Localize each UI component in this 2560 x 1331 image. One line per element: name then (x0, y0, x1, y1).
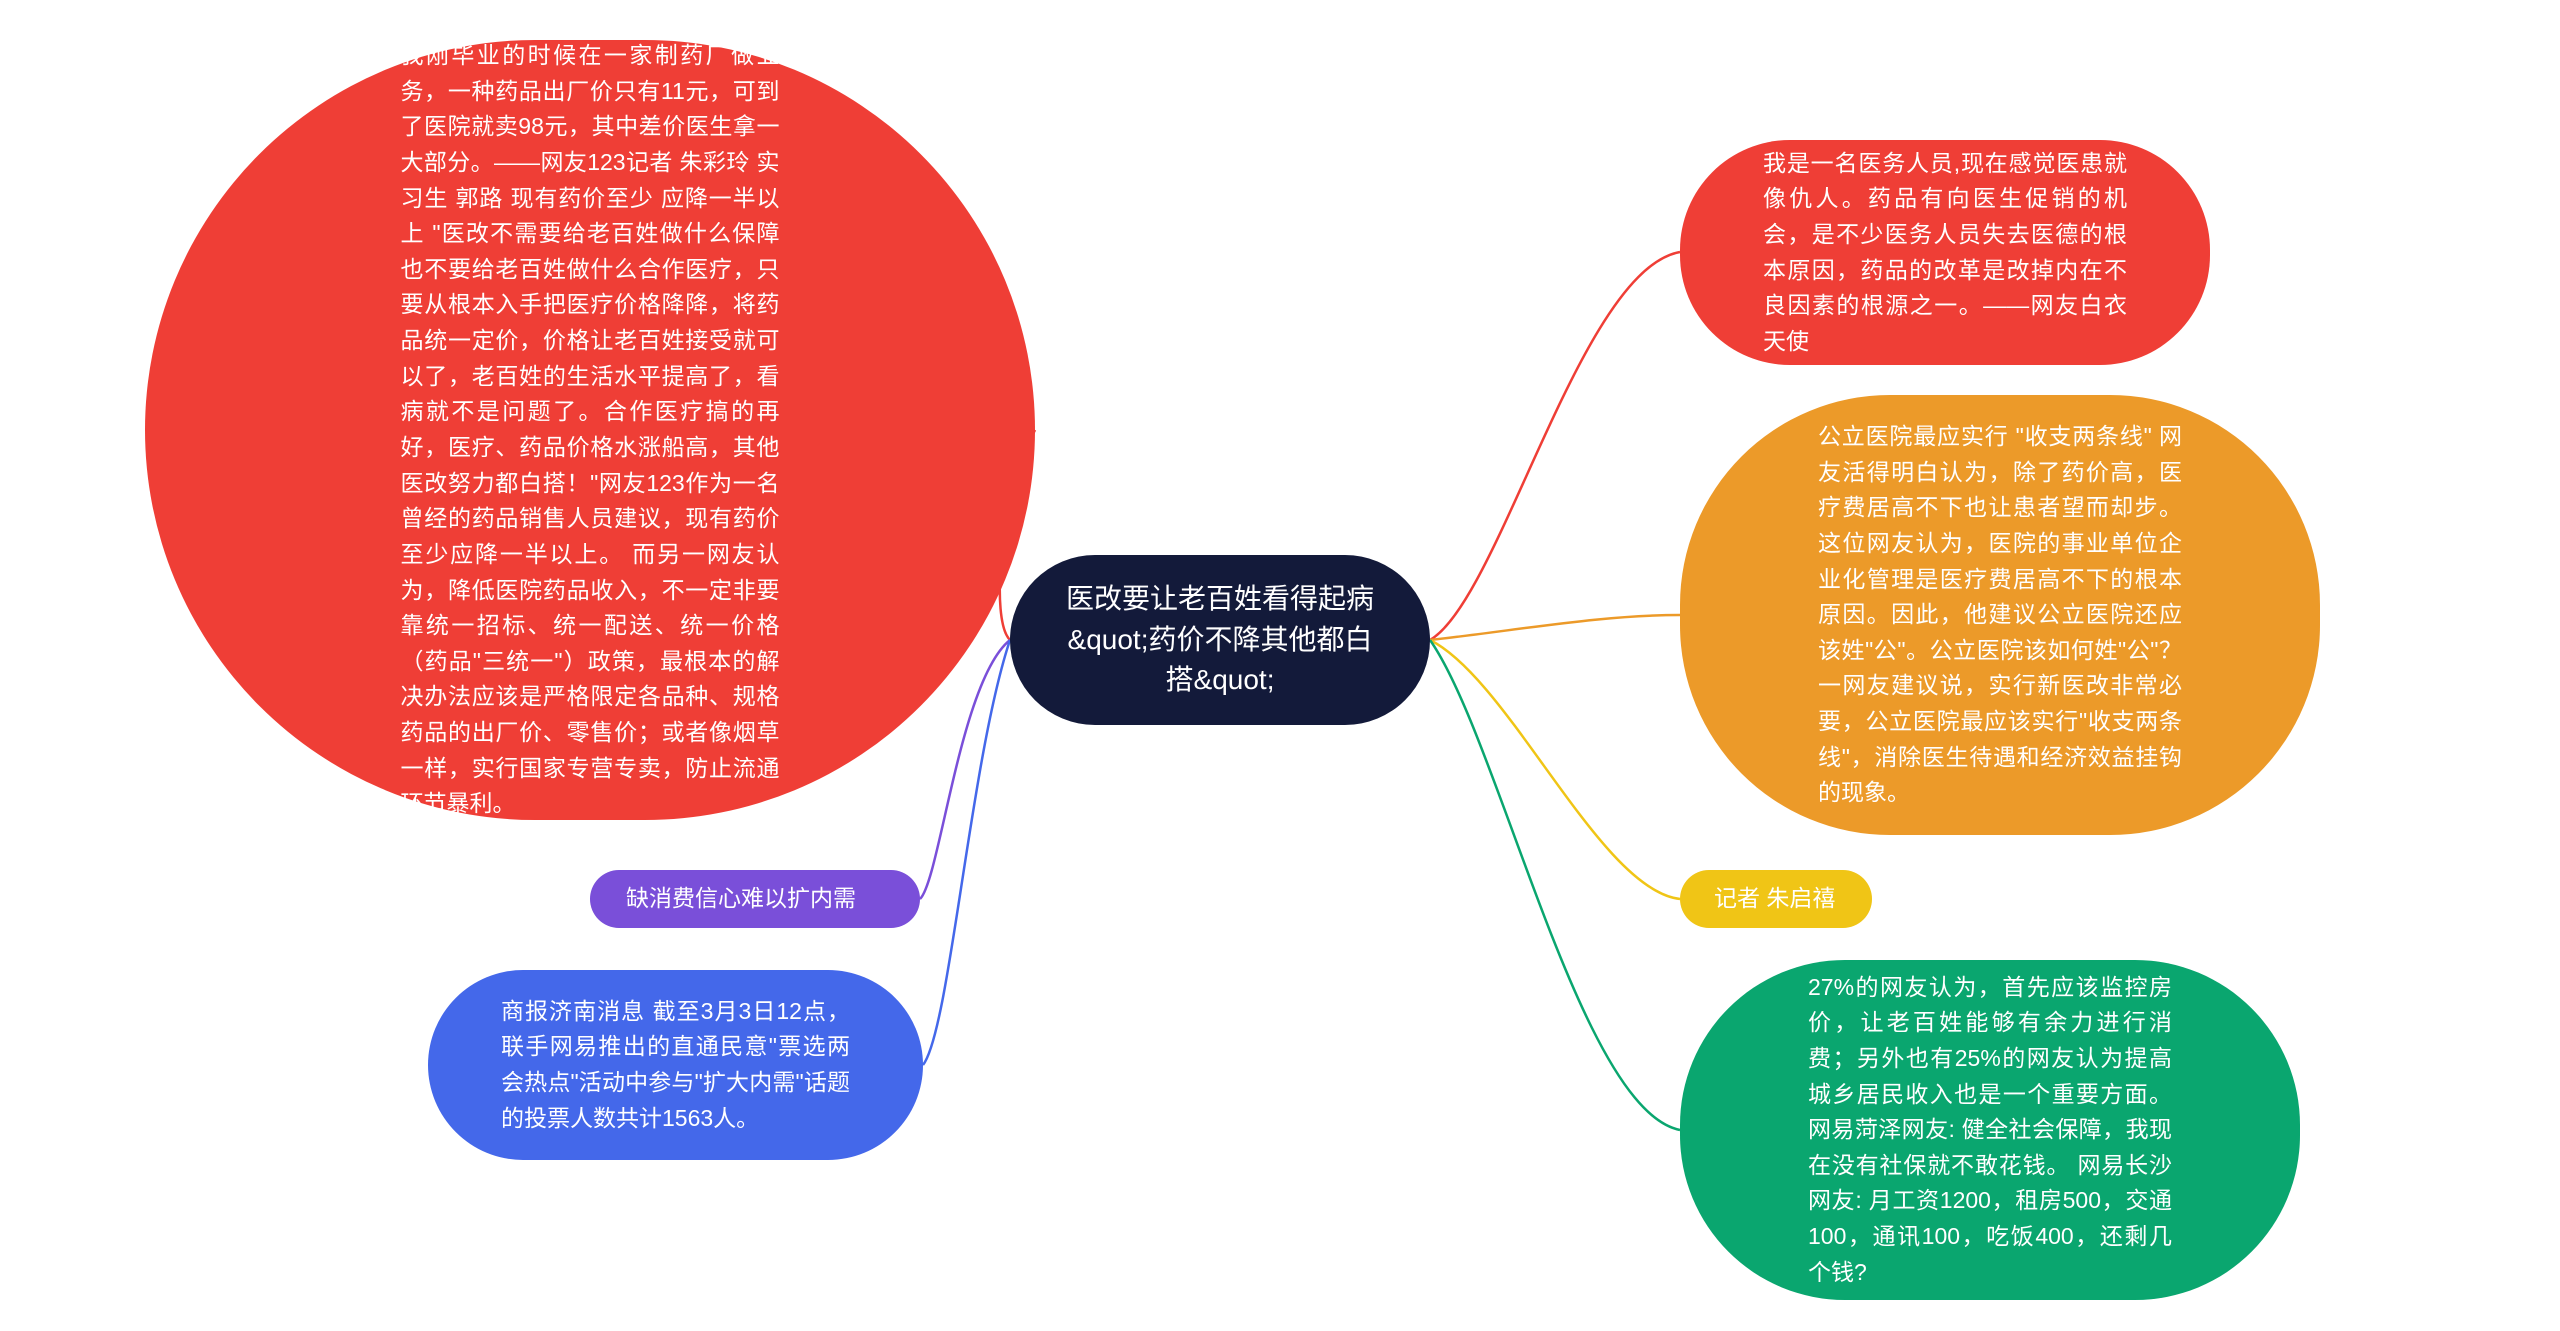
branch-node-label: 记者 朱启禧 (1706, 881, 1846, 917)
connector (1430, 252, 1680, 640)
branch-node-yellow[interactable]: 记者 朱启禧 (1680, 870, 1872, 928)
branch-node-label: 27%的网友认为，首先应该监控房价，让老百姓能够有余力进行消费；另外也有25%的… (1800, 970, 2180, 1291)
branch-node-blue[interactable]: 商报济南消息 截至3月3日12点，联手网易推出的直通民意"票选两会热点"活动中参… (428, 970, 923, 1160)
branch-node-green[interactable]: 27%的网友认为，首先应该监控房价，让老百姓能够有余力进行消费；另外也有25%的… (1680, 960, 2300, 1300)
central-topic[interactable]: 医改要让老百姓看得起病&quot;药价不降其他都白搭&quot; (1010, 555, 1430, 725)
branch-node-red-right[interactable]: 我是一名医务人员,现在感觉医患就像仇人。药品有向医生促销的机会，是不少医务人员失… (1680, 140, 2210, 365)
branch-node-label: 商报济南消息 截至3月3日12点，联手网易推出的直通民意"票选两会热点"活动中参… (493, 994, 858, 1137)
branch-node-big-red[interactable]: 我刚毕业的时候在一家制药厂做业务，一种药品出厂价只有11元，可到了医院就卖98元… (145, 40, 1035, 820)
connector (1430, 640, 1680, 1130)
branch-node-label: 我刚毕业的时候在一家制药厂做业务，一种药品出厂价只有11元，可到了医院就卖98元… (393, 38, 788, 822)
mindmap-canvas: 树图 shutu.cn 树图 shutu.cn 医改要让老百姓看得起病&quot… (0, 0, 2560, 1331)
branch-node-label: 我是一名医务人员,现在感觉医患就像仇人。药品有向医生促销的机会，是不少医务人员失… (1755, 146, 2135, 360)
branch-node-label: 缺消费信心难以扩内需 (618, 881, 892, 917)
connector (1430, 640, 1680, 899)
connector (923, 640, 1010, 1065)
branch-node-orange[interactable]: 公立医院最应实行 "收支两条线" 网友活得明白认为，除了药价高，医疗费居高不下也… (1680, 395, 2320, 835)
branch-node-label: 公立医院最应实行 "收支两条线" 网友活得明白认为，除了药价高，医疗费居高不下也… (1810, 419, 2190, 811)
connector (1430, 615, 1680, 640)
central-topic-label: 医改要让老百姓看得起病&quot;药价不降其他都白搭&quot; (1052, 579, 1388, 701)
branch-node-purple[interactable]: 缺消费信心难以扩内需 (590, 870, 920, 928)
